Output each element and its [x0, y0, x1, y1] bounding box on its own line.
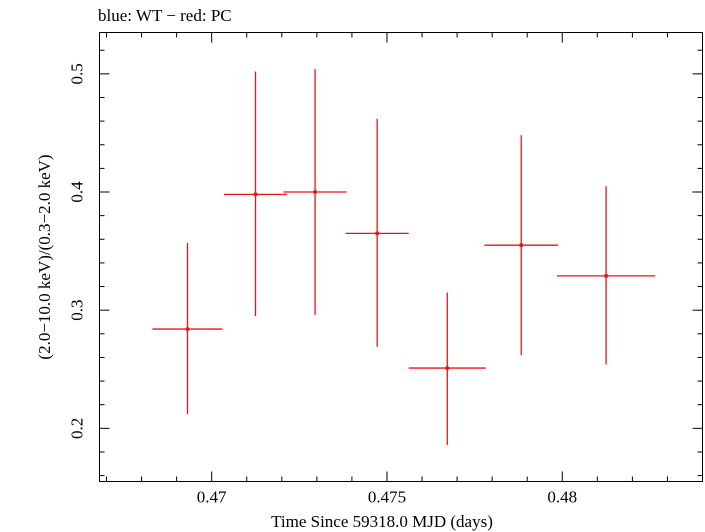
data-point: [408, 292, 486, 445]
data-point: [557, 186, 656, 365]
x-axis-label: Time Since 59318.0 MJD (days): [271, 512, 493, 531]
data-point: [152, 242, 223, 415]
data-marker: [375, 231, 380, 236]
data-marker: [604, 273, 609, 278]
data-point: [283, 69, 347, 315]
data-marker: [253, 192, 258, 197]
data-point: [345, 118, 409, 347]
plot-frame: [99, 32, 703, 482]
y-tick-label: 0.3: [68, 300, 87, 321]
x-tick-label: 0.48: [547, 488, 577, 507]
data-marker: [519, 243, 524, 248]
data-point: [223, 71, 288, 317]
chart-title: blue: WT − red: PC: [98, 6, 232, 25]
y-tick-label: 0.5: [68, 63, 87, 84]
data-marks: [152, 69, 656, 445]
x-tick-label: 0.475: [368, 488, 406, 507]
y-tick-label: 0.2: [68, 418, 87, 439]
data-marker: [313, 190, 318, 195]
y-tick-label: 0.4: [68, 181, 87, 203]
y-axis-label: (2.0−10.0 keV)/(0.3−2.0 keV): [35, 154, 54, 359]
axis-ticks: 0.47 0.475 0.48 0.2 0.3 0.4 0.5: [68, 32, 703, 507]
data-point: [484, 135, 559, 356]
data-marker: [185, 327, 190, 332]
data-marker: [445, 366, 450, 371]
x-tick-label: 0.47: [197, 488, 227, 507]
